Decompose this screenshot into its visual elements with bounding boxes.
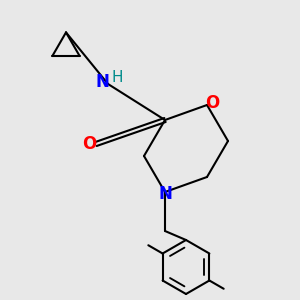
Text: H: H bbox=[112, 70, 123, 85]
Text: O: O bbox=[205, 94, 220, 112]
Text: N: N bbox=[158, 185, 172, 203]
Text: N: N bbox=[96, 73, 110, 91]
Text: O: O bbox=[82, 135, 97, 153]
